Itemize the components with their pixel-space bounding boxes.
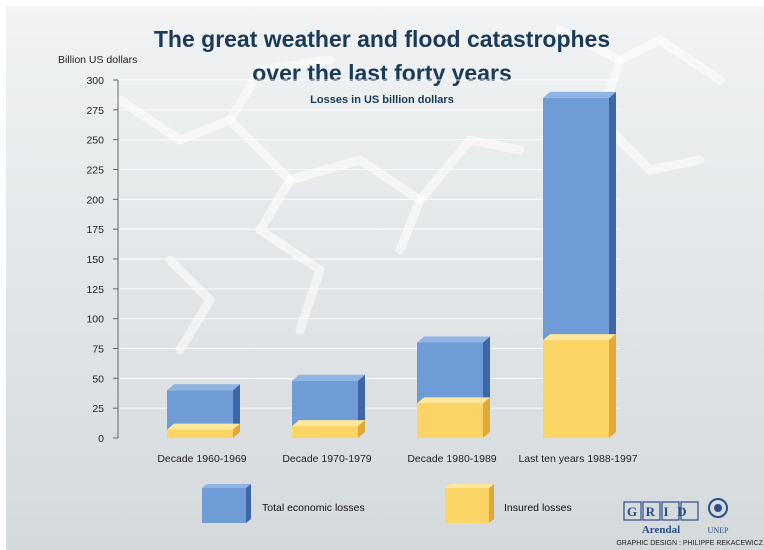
bar-insured-2 — [417, 397, 490, 438]
chart-title-line-1: The great weather and flood catastrophes — [154, 26, 610, 52]
y-tick-label: 25 — [92, 403, 104, 415]
x-axis-labels: Decade 1960-1969 Decade 1970-1979 Decade 1… — [157, 453, 637, 465]
y-tick-label: 0 — [98, 433, 104, 445]
y-tick-label: 150 — [86, 254, 104, 266]
chart-background — [6, 6, 764, 550]
bar-insured-1 — [292, 420, 365, 438]
bar-total-3 — [543, 91, 616, 341]
svg-text:Arendal: Arendal — [642, 524, 680, 536]
legend-label-total: Total economic losses — [262, 502, 365, 514]
y-tick-label: 50 — [92, 373, 104, 385]
y-tick-label: 250 — [86, 135, 104, 147]
bar-total-2 — [417, 336, 490, 404]
y-tick-label: 300 — [86, 75, 104, 87]
grid-arendal-logo: GRID Arendal — [623, 501, 699, 536]
x-tick-label: Decade 1980-1989 — [407, 453, 496, 465]
y-axis-label: Billion US dollars — [58, 54, 137, 66]
chart-subtitle: Losses in US billion dollars — [310, 94, 454, 106]
unep-logo: UNEP — [708, 498, 729, 535]
legend-swatch-insured — [445, 484, 494, 523]
x-tick-label: Last ten years 1988-1997 — [518, 453, 637, 465]
y-tick-label: 225 — [86, 165, 104, 177]
y-axis-ticks: 0 25 50 75 100 125 150 175 200 225 250 275 300 — [86, 75, 620, 445]
svg-text:GRID: GRID — [627, 504, 695, 519]
bar-insured-3 — [543, 334, 616, 438]
y-tick-label: 125 — [86, 284, 104, 296]
bar-total-1 — [292, 374, 365, 427]
bars-group — [167, 91, 616, 438]
svg-text:UNEP: UNEP — [708, 526, 729, 535]
y-tick-label: 200 — [86, 194, 104, 206]
legend-swatch-total — [202, 484, 251, 523]
y-tick-label: 175 — [86, 224, 104, 236]
design-credit: GRAPHIC DESIGN : PHILIPPE REKACEWICZ — [616, 540, 763, 547]
bar-total-0 — [167, 384, 240, 430]
legend-label-insured: Insured losses — [504, 502, 572, 514]
x-tick-label: Decade 1970-1979 — [282, 453, 371, 465]
x-tick-label: Decade 1960-1969 — [157, 453, 246, 465]
bar-insured-0 — [167, 423, 240, 438]
y-tick-label: 75 — [92, 344, 104, 356]
legend: Total economic losses Insured losses — [202, 484, 572, 523]
chart-title-line-2: over the last forty years — [252, 60, 512, 86]
y-tick-label: 275 — [86, 105, 104, 117]
y-tick-label: 100 — [86, 314, 104, 326]
